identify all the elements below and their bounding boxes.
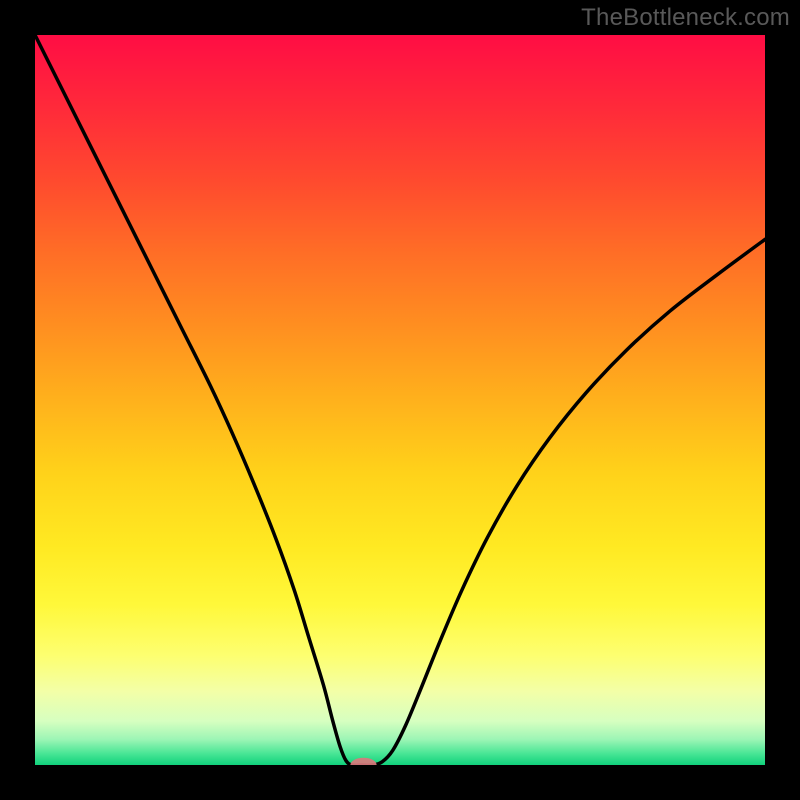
- watermark-text: TheBottleneck.com: [581, 4, 790, 32]
- plot-background-gradient: [35, 35, 765, 765]
- bottleneck-chart: [0, 0, 800, 800]
- chart-container: TheBottleneck.com: [0, 0, 800, 800]
